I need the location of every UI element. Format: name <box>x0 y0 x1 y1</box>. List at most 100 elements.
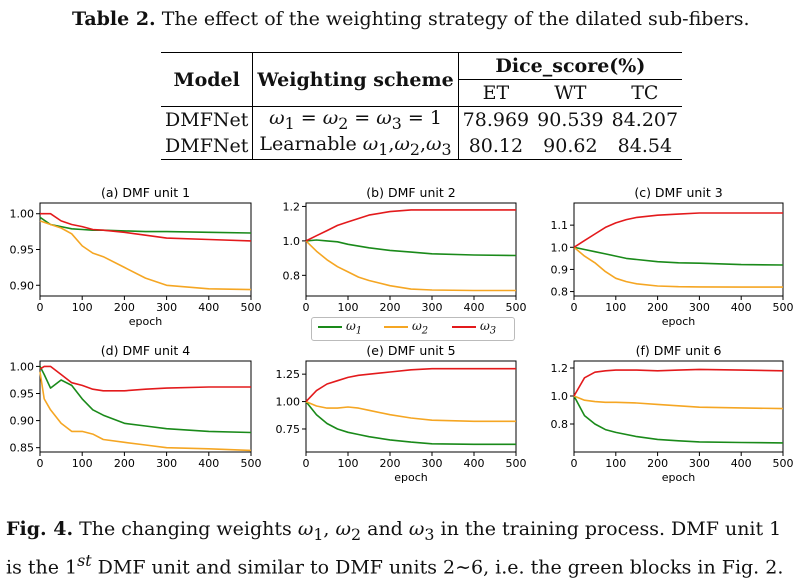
x-tick-label: 400 <box>198 301 219 314</box>
x-tick-label: 300 <box>156 457 177 470</box>
series-line-w1 <box>305 239 517 257</box>
x-tick-label: 300 <box>689 301 710 314</box>
series-line-w3 <box>305 209 516 242</box>
series-line-w2 <box>573 246 783 288</box>
y-tick-label: 0.8 <box>283 269 301 282</box>
y-tick-label: 1.0 <box>551 241 569 254</box>
series-line-w2 <box>39 371 252 452</box>
table-subheader-row: ET WT TC <box>161 80 682 107</box>
x-axis-label: epoch <box>129 315 163 328</box>
series-line-w1 <box>305 401 516 446</box>
x-tick-label: 400 <box>731 457 752 470</box>
y-tick-label: 1.2 <box>551 362 569 375</box>
x-tick-label: 200 <box>380 301 401 314</box>
figure-caption: Fig. 4. The changing weights ω1, ω2 and … <box>6 518 784 579</box>
x-tick-label: 100 <box>338 457 359 470</box>
y-tick-label: 1.0 <box>283 235 301 248</box>
y-tick-label: 0.75 <box>276 423 301 436</box>
x-tick-label: 500 <box>773 457 794 470</box>
series-line-w2 <box>305 400 516 423</box>
cell-wt: 90.62 <box>533 133 608 160</box>
x-tick-label: 400 <box>731 301 752 314</box>
x-tick-label: 300 <box>422 301 443 314</box>
results-table: Model Weighting scheme Dice_score(%) ET … <box>161 52 683 160</box>
legend-swatch-w2 <box>384 326 408 328</box>
table-caption: Table 2. The effect of the weighting str… <box>72 6 750 32</box>
x-axis-label: epoch <box>394 471 428 484</box>
legend-swatch-w3 <box>452 326 476 328</box>
x-tick-label: 200 <box>114 301 135 314</box>
plot-frame <box>573 202 784 297</box>
series-line-w3 <box>305 367 516 403</box>
chart-title: (e) DMF unit 5 <box>366 343 455 358</box>
x-axis-label: epoch <box>662 315 696 328</box>
x-tick-label: 400 <box>464 457 485 470</box>
header-tc: TC <box>631 82 659 104</box>
cell-et: 78.969 <box>458 106 534 133</box>
y-tick-label: 0.95 <box>10 244 35 257</box>
series-line-w3 <box>39 365 251 392</box>
chart-title: (b) DMF unit 2 <box>366 185 455 200</box>
cell-wt: 90.539 <box>533 106 608 133</box>
x-tick-label: 0 <box>37 301 44 314</box>
plot-frame <box>39 360 252 453</box>
table-caption-label: Table 2. <box>72 8 156 30</box>
x-tick-label: 400 <box>198 457 219 470</box>
x-tick-label: 300 <box>689 457 710 470</box>
series-line-w2 <box>305 240 516 292</box>
legend-label-w1: ω1 <box>346 319 363 337</box>
y-tick-label: 1.2 <box>283 200 301 213</box>
x-tick-label: 200 <box>647 301 668 314</box>
x-tick-label: 0 <box>303 457 310 470</box>
x-tick-label: 100 <box>605 301 626 314</box>
header-et: ET <box>482 82 510 104</box>
cell-scheme: Learnable ω1,ω2,ω3 <box>252 133 459 160</box>
series-line-w3 <box>573 368 784 397</box>
legend-label-w2: ω2 <box>412 319 429 337</box>
legend-label-w3: ω3 <box>480 319 497 337</box>
table-row: DMFNet ω1 = ω2 = ω3 = 1 78.969 90.539 84… <box>161 106 683 133</box>
plot-frame <box>39 202 252 297</box>
x-tick-label: 400 <box>464 301 485 314</box>
series-line-w3 <box>573 212 783 248</box>
header-wt: WT <box>554 82 587 104</box>
table-row: DMFNet Learnable ω1,ω2,ω3 80.12 90.62 84… <box>161 133 683 160</box>
series-line-w1 <box>39 366 252 434</box>
cell-model: DMFNet <box>161 106 254 133</box>
chart-title: (c) DMF unit 3 <box>634 185 722 200</box>
header-weighting: Weighting scheme <box>252 52 459 107</box>
y-tick-label: 1.00 <box>10 360 35 373</box>
x-tick-label: 200 <box>114 457 135 470</box>
y-tick-label: 0.9 <box>551 263 569 276</box>
series-line-w1 <box>573 395 784 444</box>
y-tick-label: 0.8 <box>551 286 569 299</box>
x-tick-label: 300 <box>422 457 443 470</box>
x-tick-label: 500 <box>241 457 262 470</box>
y-tick-label: 1.25 <box>276 368 301 381</box>
x-axis-label: epoch <box>662 471 696 484</box>
cell-tc: 84.207 <box>607 106 683 133</box>
y-tick-label: 0.90 <box>10 415 35 428</box>
x-tick-label: 0 <box>571 301 578 314</box>
cell-model: DMFNet <box>161 133 254 160</box>
x-tick-label: 500 <box>241 301 262 314</box>
header-dice: Dice_score(%) <box>458 52 683 80</box>
y-tick-label: 0.85 <box>10 442 35 455</box>
x-tick-label: 500 <box>773 301 794 314</box>
x-tick-label: 500 <box>506 301 527 314</box>
header-model: Model <box>161 52 254 107</box>
y-tick-label: 0.95 <box>10 388 35 401</box>
plot-frame <box>305 202 517 297</box>
x-tick-label: 0 <box>571 457 578 470</box>
x-tick-label: 100 <box>72 457 93 470</box>
legend-swatch-w1 <box>318 326 342 328</box>
y-tick-label: 1.00 <box>276 396 301 409</box>
series-line-w2 <box>39 220 252 291</box>
y-tick-label: 0.8 <box>551 418 569 431</box>
x-tick-label: 500 <box>506 457 527 470</box>
chart-title: (f) DMF unit 6 <box>636 343 722 358</box>
table-header-row: Model Weighting scheme Dice_score(%) <box>161 52 683 107</box>
cell-et: 80.12 <box>458 133 534 160</box>
x-tick-label: 0 <box>37 457 44 470</box>
